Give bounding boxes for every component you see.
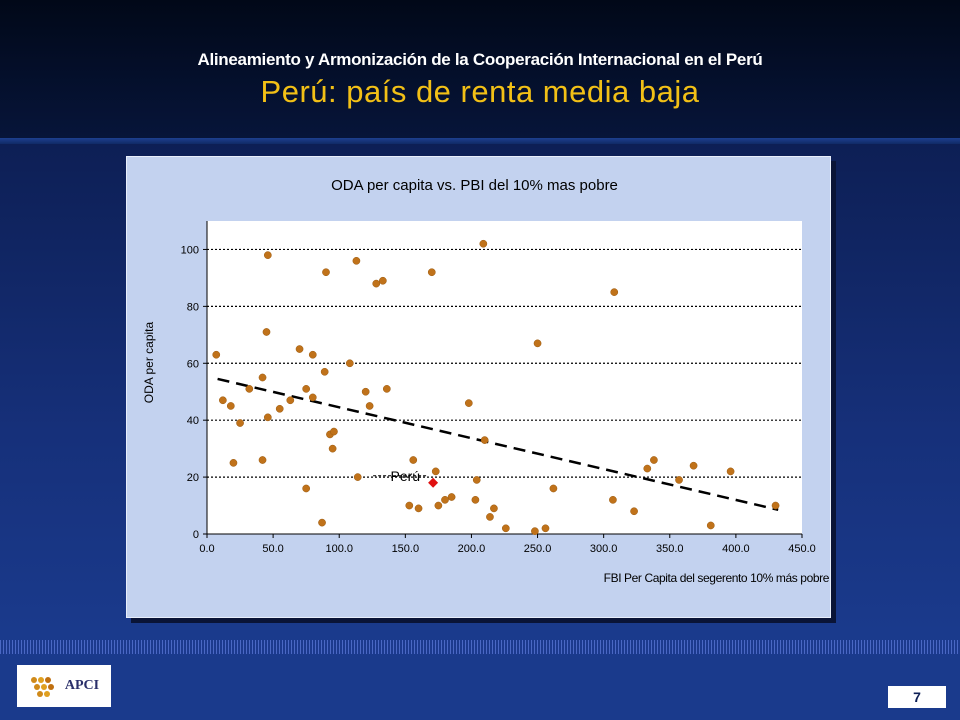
data-point: [689, 461, 698, 470]
data-point: [330, 427, 338, 436]
data-point: [675, 476, 683, 484]
header-band: [0, 0, 960, 138]
plot-area: [207, 221, 802, 534]
data-point: [353, 473, 362, 481]
data-point: [258, 456, 267, 464]
data-point: [431, 467, 440, 476]
data-point: [302, 385, 311, 393]
slide-title: Perú: país de renta media baja: [260, 74, 700, 109]
apci-logo-mark-icon: [30, 677, 54, 697]
data-point: [229, 459, 238, 467]
logo-text: APCI: [64, 678, 100, 693]
data-point: [286, 396, 295, 405]
data-point: [219, 396, 227, 405]
slide-subtitle: Alineamiento y Armonización de la Cooper…: [197, 50, 763, 69]
y-tick-label: 20: [187, 472, 199, 484]
data-point: [295, 345, 304, 353]
data-point: [490, 504, 498, 513]
y-tick-label: 60: [187, 358, 199, 370]
x-tick-label: 250.0: [524, 543, 552, 555]
chart-title: ODA per capita vs. PBI del 10% mas pobre: [331, 177, 618, 194]
x-tick-label: 400.0: [722, 543, 750, 555]
data-point: [501, 524, 510, 533]
data-point: [434, 501, 443, 510]
data-point: [549, 484, 558, 493]
x-tick-label: 50.0: [262, 543, 283, 555]
x-tick-label: 150.0: [392, 543, 420, 555]
data-point: [531, 527, 539, 536]
y-tick-label: 40: [187, 415, 199, 427]
apci-logo: APCI: [17, 665, 111, 707]
data-point: [610, 288, 619, 296]
header-rule: [0, 138, 960, 144]
data-point: [352, 256, 361, 265]
data-point: [318, 518, 326, 527]
data-point: [427, 268, 436, 277]
data-point: [258, 373, 267, 382]
x-tick-label: 300.0: [590, 543, 618, 555]
data-point: [447, 493, 456, 501]
data-point: [409, 456, 418, 464]
data-point: [263, 251, 272, 259]
highlight-point: [428, 477, 439, 488]
x-tick-label: 200.0: [458, 543, 486, 555]
x-axis-label: FBI Per Capita del segerento 10% más pob…: [604, 571, 830, 585]
data-point: [308, 350, 317, 359]
data-point: [480, 436, 489, 444]
data-point: [212, 350, 221, 359]
data-point: [328, 444, 337, 453]
data-point: [236, 419, 244, 427]
data-point: [486, 513, 494, 521]
data-point: [630, 507, 638, 516]
data-point: [464, 399, 473, 407]
data-point: [382, 385, 391, 393]
data-point: [320, 367, 329, 376]
data-point: [414, 504, 423, 513]
data-point: [643, 464, 652, 473]
data-point: [245, 385, 254, 393]
data-point: [372, 279, 381, 288]
data-point: [471, 496, 480, 504]
x-tick-label: 0.0: [199, 543, 214, 555]
scatter-chart: ODA per capita vs. PBI del 10% mas pobre…: [142, 177, 830, 585]
y-tick-label: 100: [181, 244, 199, 256]
data-point: [609, 496, 617, 504]
chart-area: ODA per capita vs. PBI del 10% mas pobre…: [126, 156, 831, 618]
data-point: [479, 239, 488, 248]
data-point: [226, 402, 235, 410]
data-point: [405, 501, 414, 510]
data-point: [275, 404, 284, 413]
data-point: [365, 402, 374, 410]
x-tick-label: 100.0: [325, 543, 353, 555]
data-point: [706, 521, 715, 530]
data-point: [472, 476, 481, 484]
data-point: [441, 496, 449, 504]
x-tick-label: 350.0: [656, 543, 684, 555]
data-point: [263, 413, 272, 422]
page-number: 7: [888, 686, 946, 708]
y-axis-label: ODA per capita: [142, 321, 156, 403]
data-point: [345, 359, 354, 368]
data-point: [308, 393, 317, 402]
y-tick-label: 0: [193, 529, 199, 541]
footer-band: [0, 640, 960, 654]
data-point: [726, 467, 735, 476]
data-point: [322, 268, 330, 277]
y-tick-label: 80: [187, 301, 199, 313]
data-point: [771, 501, 780, 510]
data-point: [650, 456, 658, 464]
data-point: [379, 276, 387, 285]
x-tick-label: 450.0: [788, 543, 816, 555]
highlight-label: Perú: [391, 468, 421, 484]
data-point: [361, 387, 370, 396]
data-point: [262, 328, 271, 336]
data-point: [541, 524, 550, 533]
data-point: [533, 339, 542, 348]
data-point: [302, 484, 311, 493]
